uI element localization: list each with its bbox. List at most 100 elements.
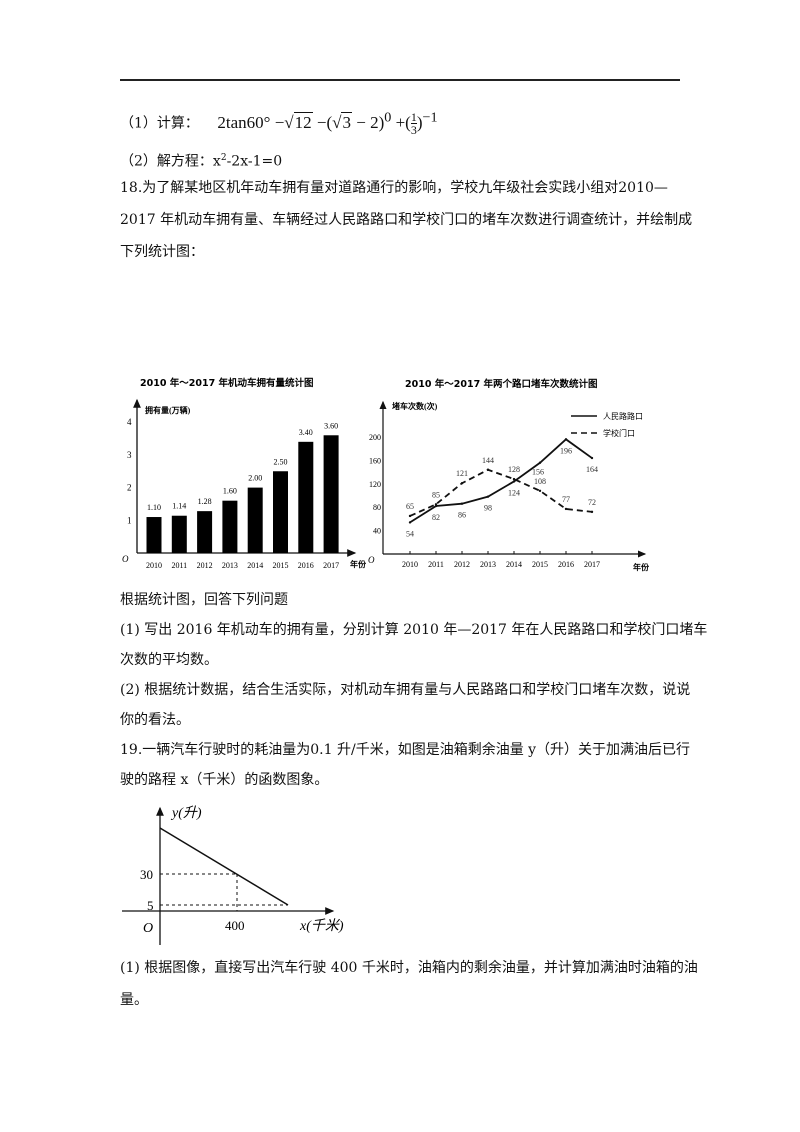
expr-radicand: 12 [293, 111, 313, 132]
x-tick-label: 2016 [298, 561, 314, 570]
header-rule [120, 79, 680, 81]
data-label: 1.60 [223, 487, 237, 496]
chart-title: 2010 年～2017 年两个路口堵车次数统计图 [405, 378, 598, 390]
data-label: 65 [406, 502, 414, 511]
data-point [460, 482, 464, 485]
q19-q1-line: (1) 根据图像，直接写出汽车行驶 400 千米时，油箱内的剩余油量，并计算加满… [120, 960, 698, 976]
expr-term: − [274, 112, 285, 132]
x-tick-label: 2015 [273, 561, 289, 570]
data-label: 3.40 [299, 428, 313, 437]
q17-part1-label: （1）计算： [120, 115, 199, 132]
q18-line: 下列统计图： [120, 244, 204, 260]
expr-term: 2tan60° [217, 112, 271, 132]
series-line-school-gate [409, 468, 593, 517]
y-axis-label: y(升) [170, 805, 202, 821]
q18-q2-line: (2) 根据统计数据，结合生活实际，对机动车拥有量与人民路路口和学校门口堵车次数… [120, 682, 691, 698]
q17-part1: （1）计算： 2tan60° −√12 −(√3 − 2)0 +(1 3)−1 [120, 107, 438, 136]
xtick-400: 400 [225, 918, 245, 933]
data-label: 196 [560, 446, 572, 455]
q18-q2-line: 你的看法。 [120, 712, 190, 728]
function-line [159, 827, 289, 906]
x-axis-label: 年份 [633, 562, 650, 572]
data-label: 98 [484, 504, 492, 513]
y-axis-label: 拥有量(万辆) [145, 405, 191, 415]
y-tick-label: 1 [127, 515, 132, 525]
eq-x: x [212, 153, 221, 170]
q17-part2-label: （2）解方程： [120, 153, 213, 170]
bar-2014 [247, 487, 263, 553]
y-tick-label: 160 [369, 456, 381, 465]
bar-2017 [323, 435, 339, 553]
bar-2013 [222, 500, 238, 553]
x-tick-label: 2017 [584, 560, 600, 569]
x-tick-label: 2013 [480, 560, 496, 569]
data-point [486, 468, 490, 471]
data-point [460, 502, 464, 505]
fuel-function-graph: y(升) x(千米) O 30 5 400 [122, 805, 344, 945]
data-label: 144 [482, 456, 494, 465]
data-label: 1.10 [147, 503, 161, 512]
data-label: 156 [532, 468, 544, 477]
x-axis-label: x(千米) [299, 918, 344, 934]
data-point [590, 456, 594, 460]
y-tick-label: 80 [373, 503, 381, 512]
expr-term: +( [395, 112, 411, 132]
data-label: 86 [458, 511, 466, 520]
y-tick-label: 120 [369, 480, 381, 489]
data-label: 3.60 [324, 421, 338, 430]
data-label: 85 [432, 490, 440, 499]
bar-2015 [273, 471, 288, 553]
data-label: 54 [406, 529, 414, 538]
y-tick-label: 2 [127, 483, 132, 493]
x-tick-label: 2011 [428, 560, 444, 569]
expr-radicand: 3 [341, 111, 352, 132]
data-point [512, 477, 516, 481]
x-tick-label: 2016 [558, 560, 574, 569]
q17-part2: （2）解方程：x2-2x-1=0 [120, 148, 282, 172]
x-tick-label: 2017 [323, 561, 339, 570]
eq-rest: -2x-1=0 [226, 153, 283, 170]
data-point [538, 461, 542, 464]
origin-label: O [368, 555, 375, 565]
bar-2016 [298, 441, 314, 553]
legend-label: 人民路路口 [603, 411, 643, 421]
frac-den: 3 [410, 123, 417, 138]
chart-title: 2010 年～2017 年机动车拥有量统计图 [140, 377, 314, 389]
data-label: 121 [456, 469, 468, 478]
data-label: 108 [534, 477, 546, 486]
ytick-5: 5 [147, 898, 154, 913]
y-tick-label: 3 [127, 450, 132, 460]
origin-label: O [143, 921, 153, 936]
q18-line: 18.为了解某地区机年动车拥有量对道路通行的影响，学校九年级社会实践小组对201… [120, 180, 668, 196]
eq-sup: 2 [220, 153, 227, 163]
origin-label: O [122, 554, 129, 564]
bar-2011 [171, 515, 187, 553]
series-line-renmin-road [409, 438, 593, 524]
data-label: 1.14 [172, 502, 186, 511]
q18-intro: 根据统计图，回答下列问题 [120, 592, 288, 608]
expr-term: −( [316, 112, 333, 132]
data-point [408, 514, 412, 518]
data-point [408, 521, 412, 524]
legend-label: 学校门口 [603, 428, 635, 438]
x-tick-label: 2012 [454, 560, 470, 569]
data-point [434, 504, 438, 508]
y-axis-label: 堵车次数(次) [392, 401, 438, 411]
q17-expression: 2tan60° −√12 −(√3 − 2)0 +(1 3)−1 [217, 109, 438, 138]
data-label: 82 [432, 513, 440, 522]
x-tick-label: 2015 [532, 560, 548, 569]
x-axis-label: 年份 [350, 559, 367, 569]
y-tick-label: 4 [127, 417, 132, 427]
y-tick-label: 200 [369, 433, 381, 442]
data-label: 2.00 [248, 474, 262, 483]
expr-exponent: 0 [384, 109, 392, 125]
x-tick-label: 2010 [146, 561, 162, 570]
data-point [486, 495, 490, 498]
data-point [434, 503, 438, 506]
x-tick-label: 2014 [247, 561, 263, 570]
x-tick-label: 2012 [197, 561, 213, 570]
expr-term: − 2) [356, 112, 385, 132]
